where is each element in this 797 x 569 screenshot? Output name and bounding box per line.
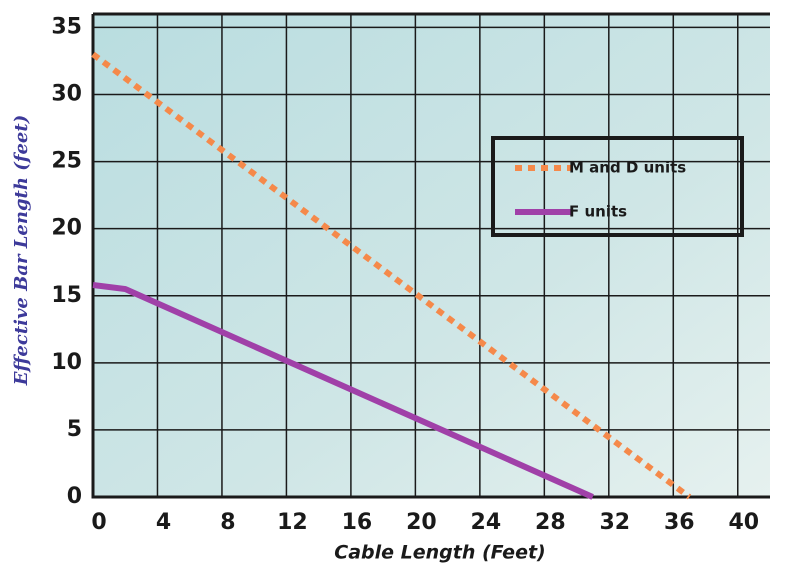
x-tick-label: 40	[728, 510, 759, 535]
y-tick-label: 15	[51, 283, 82, 308]
x-tick-label: 12	[277, 510, 308, 535]
x-tick-label: 32	[599, 510, 630, 535]
x-tick-label: 16	[342, 510, 373, 535]
chart: Cable Length (Feet) Effective Bar Length…	[0, 0, 797, 569]
x-tick-label: 20	[406, 510, 437, 535]
x-axis-label: Cable Length (Feet)	[334, 542, 545, 564]
y-tick-label: 20	[51, 216, 82, 241]
y-axis-label: Effective Bar Length (feet)	[11, 115, 32, 386]
x-tick-label: 8	[220, 510, 235, 535]
y-tick-label: 25	[51, 149, 82, 174]
x-tick-label: 4	[156, 510, 171, 535]
y-tick-label: 30	[51, 82, 82, 107]
y-tick-label: 35	[51, 14, 82, 39]
y-tick-label: 10	[51, 350, 82, 375]
x-tick-label: 36	[664, 510, 695, 535]
legend-label: F units	[569, 203, 627, 221]
x-tick-label: 0	[91, 510, 106, 535]
x-tick-label: 28	[535, 510, 566, 535]
x-tick-label: 24	[471, 510, 502, 535]
y-tick-label: 5	[67, 417, 82, 442]
legend-label: M and D units	[569, 159, 686, 177]
y-tick-label: 0	[67, 484, 82, 509]
